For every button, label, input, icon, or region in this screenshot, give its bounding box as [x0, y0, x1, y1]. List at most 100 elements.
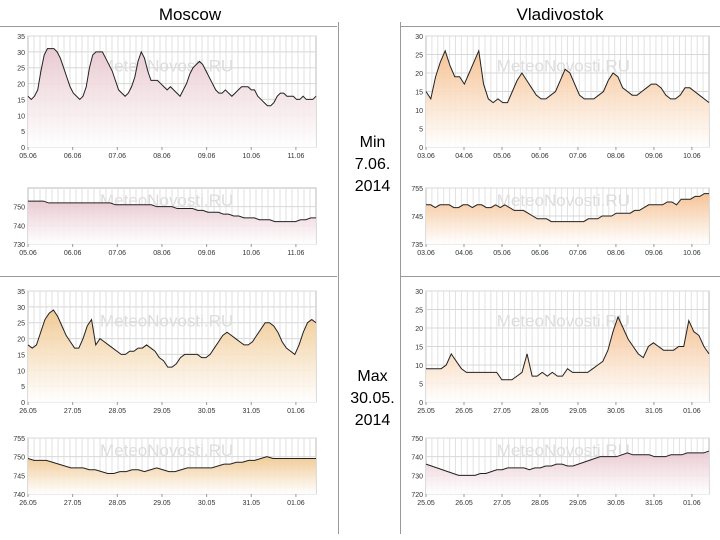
- y-tick-label: 30: [415, 34, 423, 41]
- y-tick-label: 0: [21, 400, 25, 407]
- vladivostok-title: Vladivostok: [516, 5, 604, 24]
- y-tick-label: 15: [415, 90, 423, 97]
- x-tick-label: 30.05: [198, 408, 216, 415]
- series-area: [28, 456, 316, 494]
- watermark-text: MeteoNovosti.RU: [100, 441, 233, 460]
- y-tick-label: 730: [13, 242, 25, 249]
- divider-middle-left: [0, 276, 337, 277]
- y-tick-label: 0: [21, 145, 25, 152]
- watermark-text: MeteoNovosti.RU: [100, 312, 233, 331]
- vladivostok-min-pressure-chart: 735 745 755 MeteoNovosti.RU 03.06 04.06 05.06 0…: [400, 180, 715, 260]
- y-tick-label: 20: [17, 82, 25, 89]
- series-line: [425, 450, 710, 476]
- y-tick-label: 5: [21, 129, 25, 136]
- y-tick-label: 20: [415, 326, 423, 333]
- y-tick-label: 745: [13, 473, 25, 480]
- y-tick-label: 755: [13, 436, 25, 443]
- moscow-min-temp-chart: 0 5 10 15 20 25 30 35 MeteoNovosti.RU 05.06 06.06 0…: [2, 28, 322, 163]
- x-tick-label: 30.05: [607, 500, 625, 507]
- max-label-line-2: 30.05.: [350, 390, 395, 407]
- y-tick-label: 0: [419, 145, 423, 152]
- x-tick-label: 05.06: [493, 250, 511, 257]
- watermark-text: MeteoNovosti.RU: [497, 191, 630, 210]
- x-tick-label: 03.06: [417, 250, 435, 257]
- y-tick-label: 10: [415, 108, 423, 115]
- y-tick-label: 25: [17, 321, 25, 328]
- x-tick-label: 01.06: [287, 500, 305, 507]
- x-tick-label: 09.06: [645, 250, 663, 257]
- x-tick-label: 04.06: [455, 153, 473, 160]
- y-tick-label: 5: [419, 127, 423, 134]
- x-tick-label: 08.06: [153, 153, 171, 160]
- x-tick-label: 08.06: [607, 250, 625, 257]
- x-tick-label: 03.06: [417, 153, 435, 160]
- x-tick-label: 01.06: [287, 408, 305, 415]
- series-area: [426, 50, 709, 147]
- watermark-text: MeteoNovosti.RU: [497, 441, 630, 460]
- x-tick-label: 29.05: [569, 408, 587, 415]
- x-tick-label: 11.06: [287, 153, 304, 160]
- x-tick-label: 29.05: [153, 408, 171, 415]
- x-tick-label: 05.06: [19, 250, 37, 257]
- vladivostok-min-pressure-svg: 735 745 755 MeteoNovosti.RU 03.06 04.06 05.06 0…: [411, 186, 710, 257]
- x-tick-label: 07.06: [109, 250, 127, 257]
- x-tick-label: 09.06: [198, 153, 216, 160]
- x-tick-label: 05.06: [19, 153, 37, 160]
- y-tick-label: 735: [411, 242, 423, 249]
- x-tick-label: 05.06: [493, 153, 511, 160]
- y-tick-label: 750: [13, 205, 25, 212]
- vladivostok-max-pressure-svg: 720 730 740 750 MeteoNovosti.RU 25.05 26.05 27.…: [411, 436, 710, 507]
- x-tick-label: 01.06: [683, 408, 701, 415]
- vladivostok-max-temp-chart: 0 5 10 15 20 25 30 MeteoNovosti.RU 25.05 26.05 27.…: [400, 283, 715, 418]
- series-line: [425, 48, 710, 104]
- x-tick-label: 01.06: [683, 500, 701, 507]
- y-tick-label: 25: [415, 53, 423, 60]
- moscow-min-pressure-chart: 730 740 750 MeteoNovosti.RU 05.06 06.06 07.06 0…: [2, 180, 322, 260]
- x-tick-label: 04.06: [455, 250, 473, 257]
- y-tick-label: 10: [415, 363, 423, 370]
- y-tick-label: 30: [17, 50, 25, 57]
- series-line: [28, 200, 316, 223]
- moscow-title: Moscow: [158, 5, 222, 24]
- x-tick-label: 06.06: [531, 250, 549, 257]
- y-tick-label: 15: [415, 345, 423, 352]
- x-tick-label: 06.06: [531, 153, 549, 160]
- divider-middle-right: [400, 276, 720, 277]
- x-tick-label: 06.06: [64, 250, 82, 257]
- series-line: [426, 193, 709, 223]
- x-tick-label: 10.06: [242, 153, 260, 160]
- min-label-line-2: 7.06.: [354, 156, 391, 173]
- y-tick-label: 755: [411, 186, 423, 193]
- y-tick-label: 25: [415, 308, 423, 315]
- divider-top-right: [400, 26, 720, 27]
- y-tick-label: 5: [21, 384, 25, 391]
- x-tick-label: 28.05: [109, 408, 127, 415]
- y-tick-label: 740: [13, 492, 25, 499]
- y-tick-label: 25: [17, 66, 25, 73]
- x-tick-label: 09.06: [645, 153, 663, 160]
- x-tick-label: 27.05: [493, 500, 511, 507]
- x-tick-label: 07.06: [109, 153, 127, 160]
- x-tick-label: 06.06: [64, 153, 82, 160]
- min-date-label: Min 7.06. 2014: [340, 132, 405, 198]
- vladivostok-max-pressure-chart: 720 730 740 750 MeteoNovosti.RU 25.05 26.05 27.…: [400, 430, 715, 510]
- y-tick-label: 0: [419, 400, 423, 407]
- x-tick-label: 10.06: [242, 250, 260, 257]
- x-tick-label: 26.05: [19, 500, 37, 507]
- x-tick-label: 30.05: [607, 408, 625, 415]
- y-tick-label: 740: [411, 455, 423, 462]
- watermark-text: MeteoNovosti.RU: [497, 312, 630, 331]
- y-tick-label: 730: [411, 473, 423, 480]
- max-label-line-3: 2014: [354, 412, 391, 429]
- series-line: [426, 315, 710, 381]
- x-tick-label: 29.05: [569, 500, 587, 507]
- moscow-min-temp-svg: 0 5 10 15 20 25 30 35 MeteoNovosti.RU 05.06 06.06 0…: [17, 34, 317, 160]
- x-tick-label: 10.06: [683, 153, 701, 160]
- x-tick-label: 31.05: [242, 408, 260, 415]
- x-tick-label: 28.05: [109, 500, 127, 507]
- y-tick-label: 20: [415, 71, 423, 78]
- x-tick-label: 30.05: [198, 500, 216, 507]
- y-tick-label: 35: [17, 289, 25, 296]
- x-tick-label: 28.05: [531, 500, 549, 507]
